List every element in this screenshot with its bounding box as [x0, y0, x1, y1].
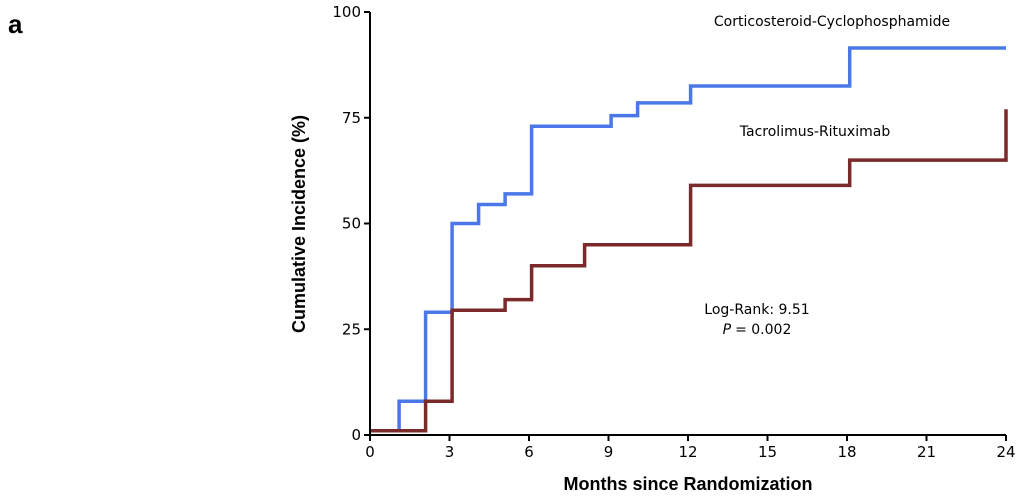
y-tick-label: 75	[342, 109, 361, 127]
x-tick-label: 15	[758, 443, 777, 461]
x-axis-ticks: 0 3 6 9 12 15 18 21 24	[365, 435, 1016, 461]
series-line-tacrolimus-rituximab	[370, 109, 1008, 433]
log-rank-annotation: Log-Rank: 9.51	[704, 302, 809, 318]
series-label-tacrolimus-rituximab: Tacrolimus-Rituximab	[739, 124, 891, 140]
y-axis-title: Cumulative Incidence (%)	[289, 115, 309, 333]
x-tick-label: 6	[524, 443, 534, 461]
panel-label: a	[8, 9, 23, 39]
y-tick-label: 100	[332, 3, 361, 21]
p-value-symbol: P	[723, 322, 732, 338]
y-tick-label: 0	[351, 426, 361, 444]
x-tick-label: 24	[996, 443, 1015, 461]
p-value-annotation: P = 0.002	[723, 322, 792, 338]
series-layer	[370, 46, 1008, 433]
x-tick-label: 9	[604, 443, 614, 461]
series-label-corticosteroid-cyclophosphamide: Corticosteroid-Cyclophosphamide	[714, 14, 950, 30]
y-tick-label: 50	[342, 215, 361, 233]
y-tick-label: 25	[342, 320, 361, 338]
x-tick-label: 18	[837, 443, 856, 461]
series-line-corticosteroid-cyclophosphamide	[370, 46, 1006, 433]
x-axis-title: Months since Randomization	[563, 474, 812, 494]
x-tick-label: 12	[678, 443, 697, 461]
x-tick-label: 0	[365, 443, 375, 461]
p-value-text: = 0.002	[735, 322, 791, 338]
y-axis-ticks: 0 25 50 75 100	[332, 3, 370, 444]
x-tick-label: 3	[445, 443, 455, 461]
x-tick-label: 21	[917, 443, 936, 461]
